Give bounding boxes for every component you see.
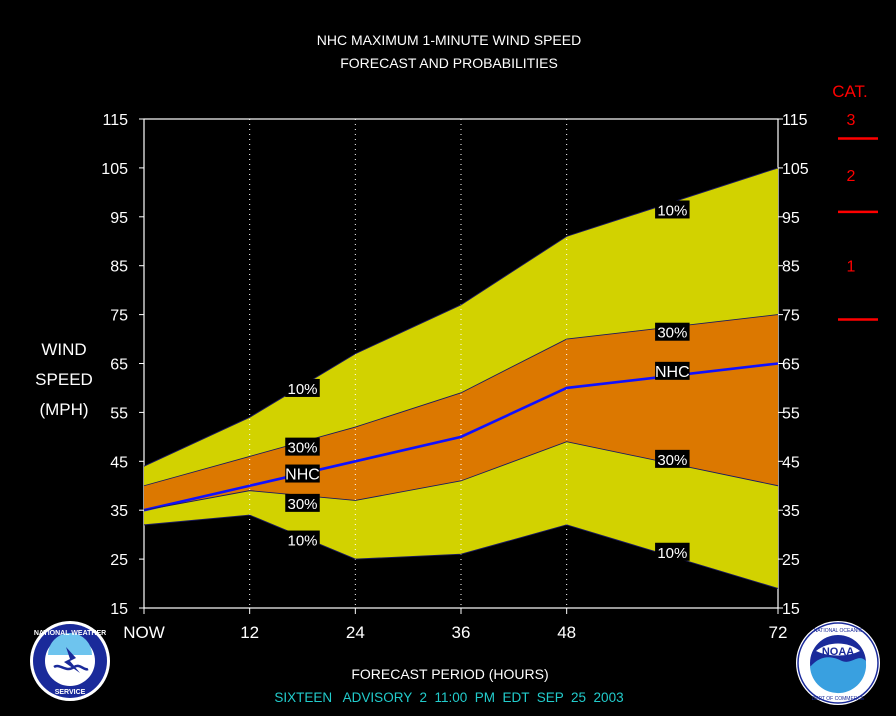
band-label-bg [285, 464, 320, 483]
svg-text:DEPT OF COMMERCE: DEPT OF COMMERCE [812, 696, 865, 702]
y-tick-label-right: 65 [782, 357, 800, 374]
svg-text:NOAA: NOAA [822, 646, 854, 658]
y-tick-label-right: 105 [782, 161, 809, 178]
series-line-nhc [143, 362, 779, 512]
y-tick-label-left: 65 [110, 357, 128, 374]
y-axis-label-line-1: WIND [41, 340, 86, 359]
advisory-footer: SIXTEEN ADVISORY 2 11:00 PM EDT SEP 25 2… [274, 690, 623, 705]
y-tick-label-left: 85 [110, 259, 128, 276]
band-label-bg [655, 322, 690, 341]
inner-probability-band [144, 314, 778, 511]
band-label-bg [655, 361, 690, 380]
y-tick-label-right: 55 [782, 405, 800, 422]
svg-text:SERVICE: SERVICE [55, 689, 86, 696]
chart-subtitle: FORECAST AND PROBABILITIES [340, 55, 558, 71]
x-tick-label: 48 [557, 623, 576, 642]
x-tick-label: NOW [123, 623, 165, 642]
band-label: 30% [657, 452, 687, 469]
series-line-lower30 [143, 441, 779, 511]
y-tick-label-left: 115 [102, 112, 128, 129]
y-tick-label-right: 45 [782, 454, 800, 471]
noaa-logo-icon: NOAA NATIONAL OCEANIC DEPT OF COMMERCE [796, 621, 880, 705]
series-line-upper30 [143, 314, 779, 487]
band-label-bg [285, 493, 320, 512]
series-line-upper10 [143, 167, 779, 467]
y-tick-label-right: 95 [782, 210, 800, 227]
y-tick-label-left: 45 [110, 454, 128, 471]
y-tick-label-left: 75 [110, 308, 128, 325]
y-tick-label-left: 95 [110, 210, 128, 227]
svg-text:NATIONAL OCEANIC: NATIONAL OCEANIC [814, 628, 863, 634]
y-tick-label-right: 75 [782, 308, 800, 325]
x-tick-label: 36 [452, 623, 471, 642]
category-header: CAT. [832, 82, 868, 101]
band-label-bg [285, 378, 320, 397]
x-axis-label: FORECAST PERIOD (HOURS) [351, 666, 548, 682]
x-tick-label: 72 [769, 623, 788, 642]
band-label: 10% [657, 545, 687, 562]
band-label: NHC [285, 467, 320, 484]
band-label-bg [655, 200, 690, 219]
y-tick-label-right: 15 [782, 601, 800, 618]
y-axis-label-line-3: (MPH) [39, 400, 88, 419]
y-tick-label-left: 105 [101, 161, 128, 178]
band-label: 10% [287, 533, 317, 550]
y-tick-label-left: 35 [110, 503, 128, 520]
nws-logo-icon: NATIONAL WEATHER SERVICE [30, 621, 110, 701]
y-tick-label-right: 25 [782, 552, 800, 569]
y-tick-label-right: 35 [782, 503, 800, 520]
band-label-bg [655, 542, 690, 561]
band-label: NHC [655, 364, 690, 381]
y-tick-label-left: 15 [110, 601, 128, 618]
category-label: 3 [847, 112, 856, 129]
band-label: 10% [657, 202, 687, 219]
band-label-bg [285, 530, 320, 549]
y-tick-label-left: 25 [110, 552, 128, 569]
series-line-lower10 [143, 514, 779, 589]
band-label: 30% [287, 440, 317, 457]
band-label: 10% [287, 381, 317, 398]
band-label-bg [285, 437, 320, 456]
y-tick-label-right: 85 [782, 259, 800, 276]
plot-area: 10% 30% NHC 30% 10% 10% 30% NHC 30% 10% [143, 118, 779, 609]
band-label: 30% [287, 496, 317, 513]
chart-title: NHC MAXIMUM 1-MINUTE WIND SPEED [317, 32, 581, 48]
y-tick-label-left: 55 [110, 405, 128, 422]
y-tick-label-right: 115 [782, 112, 808, 129]
category-label: 2 [847, 168, 856, 185]
svg-text:NATIONAL WEATHER: NATIONAL WEATHER [34, 630, 106, 637]
x-tick-label: 24 [346, 623, 365, 642]
x-tick-label: 12 [240, 623, 259, 642]
y-axis-label-line-2: SPEED [35, 370, 93, 389]
band-label: 30% [657, 325, 687, 342]
band-label-bg [655, 449, 690, 468]
category-label: 1 [847, 259, 856, 276]
